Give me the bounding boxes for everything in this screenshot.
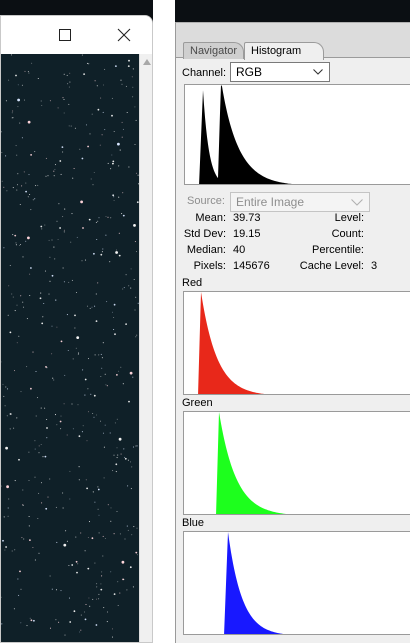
percentile-label: Percentile: (312, 244, 364, 256)
starfield-image-canvas[interactable] (1, 54, 139, 642)
workspace-background (153, 0, 175, 643)
median-label: Median: (186, 244, 226, 256)
close-icon[interactable] (112, 24, 136, 46)
mean-value: 39.73 (233, 212, 261, 224)
count-label: Count: (331, 228, 364, 240)
blue-histogram-graph (224, 532, 283, 634)
histogram-palette: Navigator Histogram Channel: RGB Source:… (175, 22, 410, 643)
channel-label: Channel: (182, 67, 227, 79)
starfield-image (1, 54, 139, 642)
green-histogram-graph (216, 412, 286, 514)
image-document-window (0, 15, 153, 643)
composite-histogram (184, 84, 410, 185)
red-histogram (183, 291, 410, 395)
tab-navigator[interactable]: Navigator (183, 42, 244, 59)
document-title-bar[interactable] (1, 16, 152, 54)
pixels-label: Pixels: (193, 260, 226, 272)
source-select: Entire Image (230, 192, 370, 212)
std-dev-value: 19.15 (233, 228, 261, 240)
maximize-icon[interactable] (53, 24, 77, 46)
chevron-down-icon (351, 199, 363, 206)
source-select-value: Entire Image (236, 195, 305, 209)
chevron-down-icon (313, 69, 323, 75)
channel-select[interactable]: RGB (230, 62, 330, 82)
pixels-value: 145676 (233, 260, 270, 272)
red-histogram-graph (198, 292, 264, 394)
green-histogram (183, 411, 410, 515)
median-value: 40 (233, 244, 246, 256)
composite-histogram-graph (199, 85, 292, 184)
cache-level-value: 3 (371, 260, 378, 272)
mean-label: Mean: (195, 212, 226, 224)
tab-histogram[interactable]: Histogram (244, 42, 324, 60)
palette-tab-bar: Navigator Histogram (176, 23, 410, 60)
std-dev-label: Std Dev: (183, 228, 226, 240)
scroll-up-arrow-icon[interactable] (143, 59, 151, 65)
cache-level-label: Cache Level: (299, 260, 364, 272)
source-label: Source: (187, 195, 225, 207)
vertical-scrollbar[interactable] (139, 54, 152, 642)
minimize-icon[interactable] (1, 24, 13, 46)
green-channel-label: Green (182, 397, 213, 409)
blue-histogram (183, 531, 410, 635)
blue-channel-label: Blue (182, 517, 205, 529)
level-label: Level: (334, 212, 364, 224)
channel-select-value: RGB (236, 65, 263, 79)
red-channel-label: Red (182, 277, 203, 289)
